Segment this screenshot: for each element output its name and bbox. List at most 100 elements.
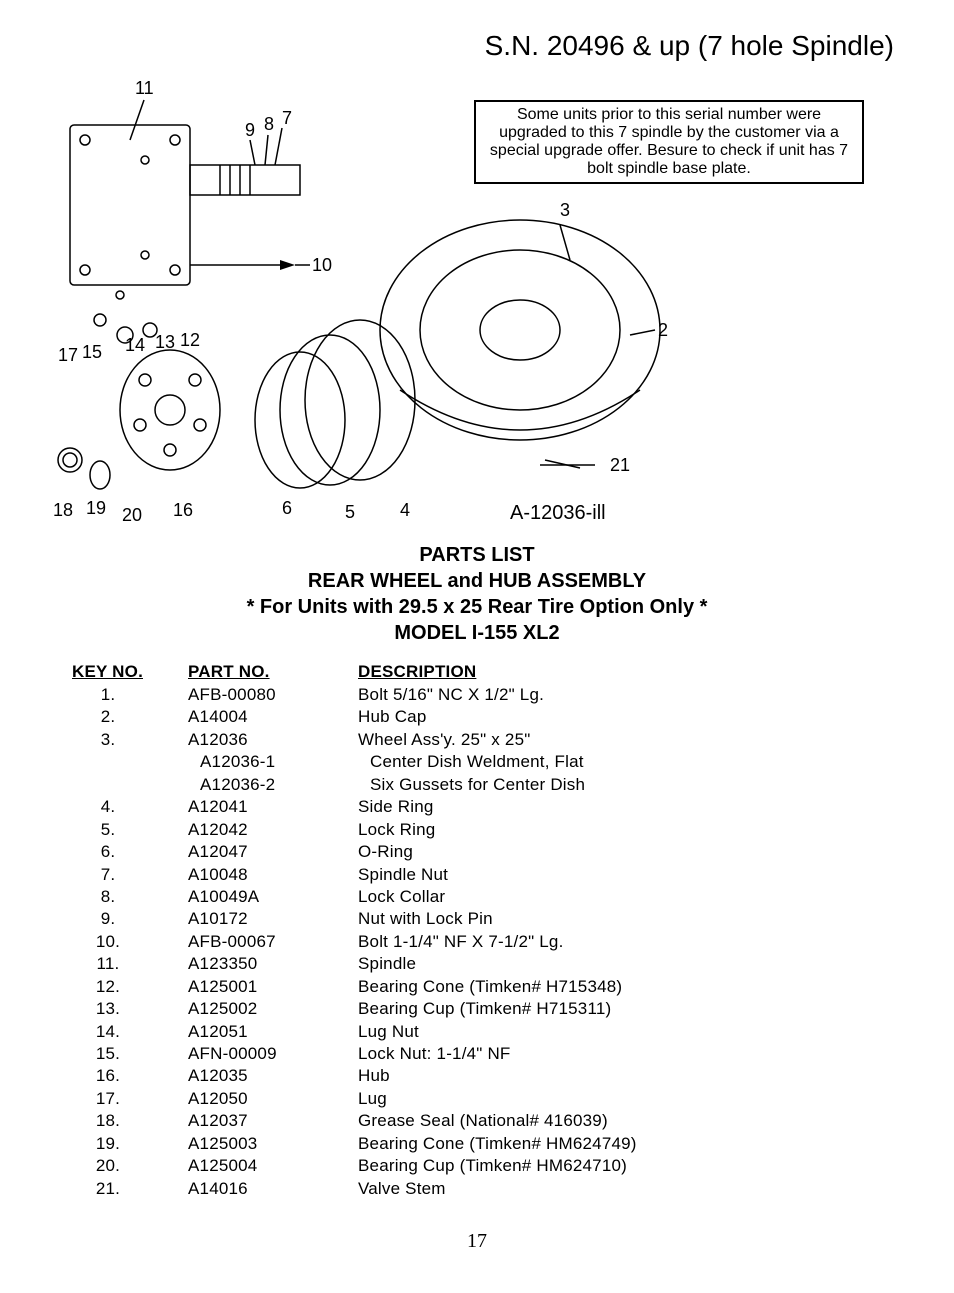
heading-line-1: PARTS LIST: [50, 542, 904, 568]
cell-part: AFB-00080: [188, 684, 358, 706]
table-row: 10.AFB-00067Bolt 1-1/4" NF X 7-1/2" Lg.: [68, 931, 904, 953]
table-row: A12036-2Six Gussets for Center Dish: [68, 774, 904, 796]
cell-key: 3.: [68, 729, 188, 751]
cell-part: A125001: [188, 976, 358, 998]
callout-4: 4: [400, 500, 410, 521]
cell-description: Lock Ring: [358, 819, 904, 841]
table-row: 9.A10172Nut with Lock Pin: [68, 908, 904, 930]
table-row: 20.A125004Bearing Cup (Timken# HM624710): [68, 1155, 904, 1177]
cell-part: A125003: [188, 1133, 358, 1155]
table-row: 7.A10048Spindle Nut: [68, 864, 904, 886]
callout-17: 17: [58, 345, 78, 366]
header-key-no: KEY NO.: [68, 662, 188, 682]
cell-part: A10049A: [188, 886, 358, 908]
cell-description: Center Dish Weldment, Flat: [358, 751, 904, 773]
cell-description: Bearing Cup (Timken# HM624710): [358, 1155, 904, 1177]
cell-key: 12.: [68, 976, 188, 998]
cell-description: Bearing Cone (Timken# HM624749): [358, 1133, 904, 1155]
cell-part: A12036-2: [188, 774, 358, 796]
callout-3: 3: [560, 200, 570, 221]
cell-key: 1.: [68, 684, 188, 706]
cell-key: 7.: [68, 864, 188, 886]
cell-part: A125004: [188, 1155, 358, 1177]
table-row: 21.A14016Valve Stem: [68, 1178, 904, 1200]
table-row: 3.A12036Wheel Ass'y. 25" x 25": [68, 729, 904, 751]
cell-part: A12037: [188, 1110, 358, 1132]
cell-key: 13.: [68, 998, 188, 1020]
cell-part: A12051: [188, 1021, 358, 1043]
table-row: 8.A10049ALock Collar: [68, 886, 904, 908]
cell-part: A14004: [188, 706, 358, 728]
callout-10: 10: [312, 255, 332, 276]
cell-part: A12042: [188, 819, 358, 841]
table-row: 18.A12037Grease Seal (National# 416039): [68, 1110, 904, 1132]
cell-part: A12035: [188, 1065, 358, 1087]
callout-11: 11: [135, 78, 154, 99]
table-row: 17.A12050Lug: [68, 1088, 904, 1110]
callout-15: 15: [82, 342, 102, 363]
cell-key: 14.: [68, 1021, 188, 1043]
header-description: DESCRIPTION: [358, 662, 904, 682]
callout-2: 2: [658, 320, 668, 341]
cell-key: 21.: [68, 1178, 188, 1200]
header-part-no: PART NO.: [188, 662, 358, 682]
cell-description: Wheel Ass'y. 25" x 25": [358, 729, 904, 751]
cell-key: 11.: [68, 953, 188, 975]
parts-table: KEY NO. PART NO. DESCRIPTION 1.AFB-00080…: [68, 662, 904, 1200]
cell-description: Six Gussets for Center Dish: [358, 774, 904, 796]
cell-part: AFN-00009: [188, 1043, 358, 1065]
table-row: 13.A125002Bearing Cup (Timken# H715311): [68, 998, 904, 1020]
cell-description: Lock Nut: 1-1/4" NF: [358, 1043, 904, 1065]
cell-key: 4.: [68, 796, 188, 818]
table-row: 11.A123350Spindle: [68, 953, 904, 975]
table-row: 12.A125001Bearing Cone (Timken# H715348): [68, 976, 904, 998]
cell-key: 17.: [68, 1088, 188, 1110]
parts-table-body: 1.AFB-00080Bolt 5/16" NC X 1/2" Lg.2.A14…: [68, 684, 904, 1200]
cell-part: A12036-1: [188, 751, 358, 773]
cell-part: A10048: [188, 864, 358, 886]
callout-18: 18: [53, 500, 73, 521]
table-row: 14.A12051Lug Nut: [68, 1021, 904, 1043]
cell-description: Nut with Lock Pin: [358, 908, 904, 930]
cell-description: Bearing Cone (Timken# H715348): [358, 976, 904, 998]
cell-description: Lug: [358, 1088, 904, 1110]
table-row: 15.AFN-00009Lock Nut: 1-1/4" NF: [68, 1043, 904, 1065]
cell-part: A12036: [188, 729, 358, 751]
cell-description: Valve Stem: [358, 1178, 904, 1200]
callout-20: 20: [122, 505, 142, 526]
cell-part: A12050: [188, 1088, 358, 1110]
cell-key: 18.: [68, 1110, 188, 1132]
cell-description: Grease Seal (National# 416039): [358, 1110, 904, 1132]
cell-description: Bolt 5/16" NC X 1/2" Lg.: [358, 684, 904, 706]
cell-key: 20.: [68, 1155, 188, 1177]
cell-description: Side Ring: [358, 796, 904, 818]
table-row: 19.A125003Bearing Cone (Timken# HM624749…: [68, 1133, 904, 1155]
table-row: 1.AFB-00080Bolt 5/16" NC X 1/2" Lg.: [68, 684, 904, 706]
diagram-area: Some units prior to this serial number w…: [50, 70, 904, 530]
cell-key: 10.: [68, 931, 188, 953]
parts-table-header: KEY NO. PART NO. DESCRIPTION: [68, 662, 904, 682]
cell-description: Hub Cap: [358, 706, 904, 728]
table-row: 2.A14004Hub Cap: [68, 706, 904, 728]
cell-description: Lug Nut: [358, 1021, 904, 1043]
callout-5: 5: [345, 502, 355, 523]
cell-part: A12047: [188, 841, 358, 863]
cell-description: Hub: [358, 1065, 904, 1087]
table-row: 16.A12035Hub: [68, 1065, 904, 1087]
cell-key: 15.: [68, 1043, 188, 1065]
table-row: A12036-1Center Dish Weldment, Flat: [68, 751, 904, 773]
table-row: 5.A12042Lock Ring: [68, 819, 904, 841]
cell-key: 19.: [68, 1133, 188, 1155]
cell-key: 5.: [68, 819, 188, 841]
cell-key: 9.: [68, 908, 188, 930]
cell-key: 6.: [68, 841, 188, 863]
cell-part: A10172: [188, 908, 358, 930]
callout-19: 19: [86, 498, 106, 519]
callout-12: 12: [180, 330, 200, 351]
page-title: S.N. 20496 & up (7 hole Spindle): [50, 30, 904, 62]
cell-part: A125002: [188, 998, 358, 1020]
cell-description: Bearing Cup (Timken# H715311): [358, 998, 904, 1020]
diagram-id-label: A-12036-ill: [510, 502, 606, 525]
cell-description: O-Ring: [358, 841, 904, 863]
cell-key: [68, 751, 188, 773]
